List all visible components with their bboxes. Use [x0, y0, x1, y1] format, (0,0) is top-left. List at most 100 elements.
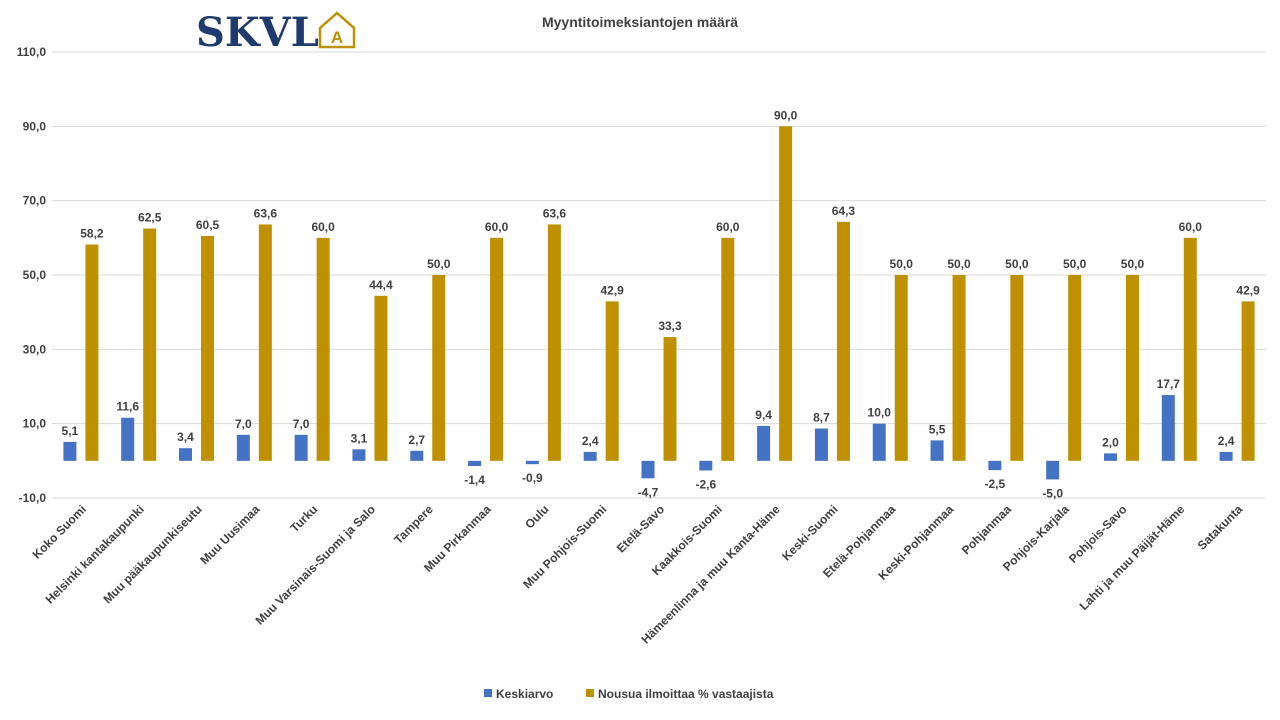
data-labels: 5,1 58,2 11,6 62,5 3,4 60,5 7,0 63,6 7,0 60,0 3,1 4… — [62, 108, 1261, 500]
bar-nousua — [1241, 301, 1255, 461]
bar-nousua — [894, 275, 908, 461]
bar-nousua — [490, 237, 504, 461]
bar-nousua — [952, 275, 966, 461]
x-tick-label: Satakunta — [1195, 502, 1246, 553]
data-label: 3,4 — [177, 430, 194, 444]
bar-keskiarvo — [583, 451, 597, 461]
bars — [63, 126, 1255, 480]
data-label: 2,0 — [1102, 435, 1119, 449]
data-label: 2,4 — [1218, 434, 1235, 448]
x-tick-label: Pohjanmaa — [959, 502, 1014, 557]
bar-keskiarvo — [1046, 460, 1060, 480]
data-label: 33,3 — [658, 319, 682, 333]
bar-keskiarvo — [872, 423, 886, 461]
bar-keskiarvo — [699, 460, 713, 471]
bar-nousua — [1125, 275, 1139, 461]
data-label: 50,0 — [1063, 257, 1087, 271]
y-tick-label: 10,0 — [23, 417, 47, 431]
data-label: 60,0 — [485, 220, 509, 234]
bar-nousua — [836, 221, 850, 461]
y-axis: -10,0 10,0 30,0 50,0 70,0 90,0 110,0 — [17, 45, 47, 505]
bar-nousua — [201, 235, 215, 461]
y-tick-label: 30,0 — [23, 342, 47, 356]
bar-keskiarvo — [63, 441, 77, 461]
x-tick-label: Koko Suomi — [30, 502, 89, 561]
bar-keskiarvo — [525, 460, 539, 465]
data-label: -4,7 — [638, 485, 659, 499]
data-label: 50,0 — [947, 257, 971, 271]
data-label: 63,6 — [254, 206, 278, 220]
data-label: 2,4 — [582, 434, 599, 448]
data-label: 42,9 — [601, 283, 625, 297]
bar-nousua — [1068, 275, 1082, 461]
x-tick-label: Turku — [287, 502, 320, 535]
bar-keskiarvo — [641, 460, 655, 479]
chart-title: Myyntitoimeksiantojen määrä — [542, 14, 738, 30]
data-label: 8,7 — [813, 410, 830, 424]
bar-keskiarvo — [468, 460, 482, 467]
bar-nousua — [432, 275, 446, 461]
bar-nousua — [258, 224, 272, 461]
data-label: 7,0 — [293, 417, 310, 431]
bar-keskiarvo — [1103, 453, 1117, 461]
data-label: 62,5 — [138, 211, 162, 225]
data-label: 5,5 — [929, 422, 946, 436]
bar-keskiarvo — [757, 425, 771, 461]
x-tick-label: Oulu — [522, 502, 551, 531]
x-tick-label: Helsinki kantakaupunki — [43, 502, 147, 606]
data-label: 9,4 — [755, 408, 772, 422]
legend-label-keskiarvo: Keskiarvo — [496, 687, 553, 701]
data-label: -0,9 — [522, 471, 543, 485]
data-label: 17,7 — [1157, 377, 1181, 391]
data-label: 64,3 — [832, 204, 856, 218]
logo-text: SKVL — [196, 9, 319, 56]
bar-nousua — [85, 244, 99, 461]
data-label: 60,0 — [1179, 220, 1203, 234]
data-label: -5,0 — [1042, 486, 1063, 500]
data-label: 11,6 — [116, 400, 139, 414]
x-tick-label: Tampere — [391, 502, 436, 547]
data-label: 42,9 — [1236, 283, 1260, 297]
data-label: -2,5 — [985, 477, 1006, 491]
bar-keskiarvo — [410, 450, 424, 461]
bar-keskiarvo — [121, 417, 135, 461]
data-label: -2,6 — [695, 477, 716, 491]
skvl-logo: SKVL A — [196, 9, 356, 56]
data-label: 10,0 — [868, 406, 892, 420]
x-tick-label: Muu Uusimaa — [197, 502, 262, 567]
x-tick-label: Keski-Suomi — [779, 502, 840, 563]
y-tick-label: 50,0 — [23, 268, 47, 282]
bar-keskiarvo — [352, 449, 366, 461]
data-label: 90,0 — [774, 108, 798, 122]
data-label: 44,4 — [369, 278, 393, 292]
data-label: 3,1 — [351, 431, 368, 445]
legend-label-nousua: Nousua ilmoittaa % vastaajista — [598, 687, 774, 701]
bar-nousua — [143, 228, 157, 461]
bar-keskiarvo — [1219, 451, 1233, 461]
y-tick-label: -10,0 — [19, 491, 47, 505]
y-tick-label: 90,0 — [23, 119, 47, 133]
data-label: 50,0 — [1005, 257, 1029, 271]
data-label: 5,1 — [62, 424, 79, 438]
data-label: -1,4 — [464, 473, 485, 487]
logo-mark-icon: A — [318, 11, 356, 49]
data-label: 2,7 — [408, 433, 425, 447]
bar-nousua — [316, 237, 330, 461]
y-tick-label: 110,0 — [17, 45, 47, 59]
bar-keskiarvo — [930, 440, 944, 461]
data-label: 50,0 — [427, 257, 451, 271]
data-label: 60,0 — [311, 220, 335, 234]
bar-keskiarvo — [294, 434, 308, 461]
x-tick-label: Muu Varsinais-Suomi ja Salo — [253, 502, 378, 627]
x-tick-label: Lahti ja muu Päijät-Häme — [1077, 502, 1188, 613]
bar-nousua — [779, 126, 793, 461]
bar-keskiarvo — [236, 434, 250, 461]
data-label: 50,0 — [1121, 257, 1145, 271]
legend: Keskiarvo Nousua ilmoittaa % vastaajista — [484, 687, 774, 701]
x-tick-label: Etelä-Savo — [614, 502, 667, 555]
data-label: 7,0 — [235, 417, 252, 431]
bar-nousua — [721, 237, 735, 461]
bar-keskiarvo — [179, 448, 193, 461]
bar-keskiarvo — [814, 428, 828, 461]
data-label: 60,0 — [716, 220, 740, 234]
